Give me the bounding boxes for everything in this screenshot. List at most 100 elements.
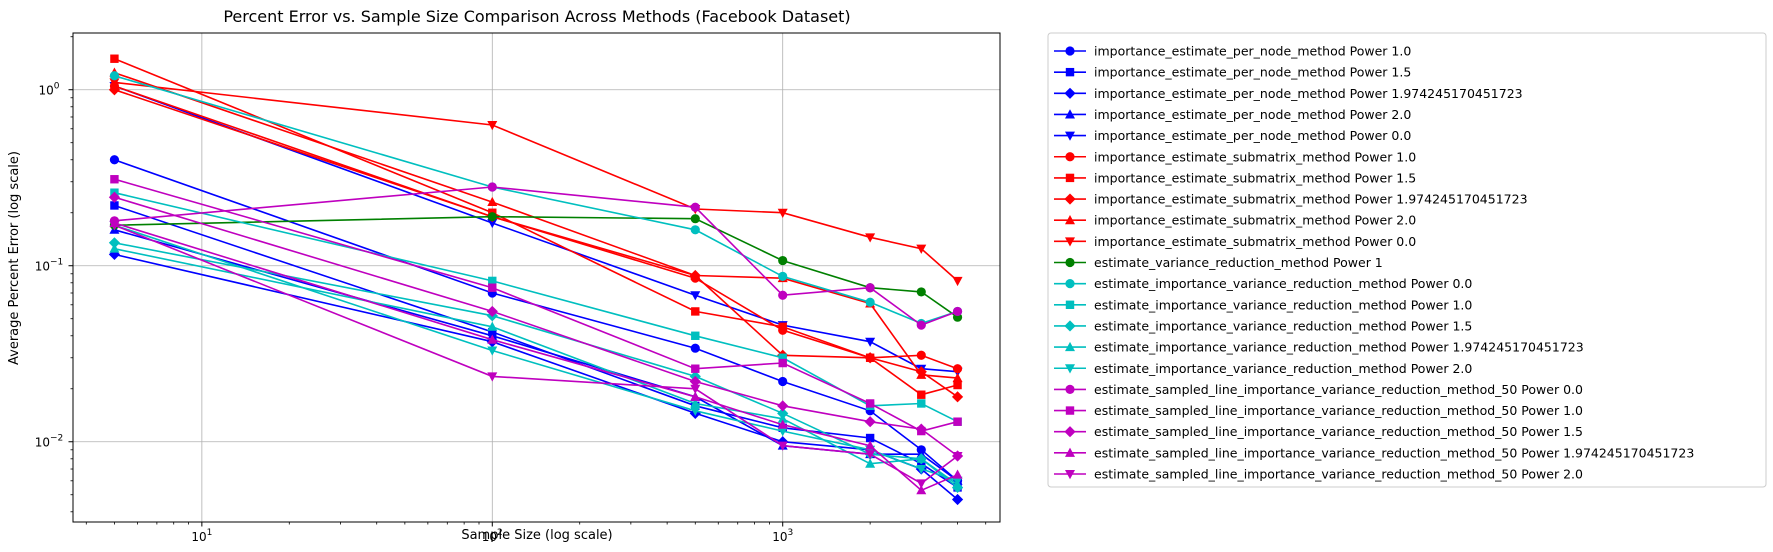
data-point xyxy=(865,458,876,468)
data-point xyxy=(952,476,963,486)
plot-area: 101 102 103 10−2 10−1 100 xyxy=(35,32,1001,544)
data-point xyxy=(865,440,876,450)
data-point xyxy=(110,201,119,210)
data-point xyxy=(865,297,875,307)
data-point xyxy=(487,182,497,192)
legend-marker xyxy=(1065,173,1075,183)
data-point xyxy=(488,283,497,292)
data-point xyxy=(777,407,789,419)
data-point xyxy=(109,78,120,88)
data-point xyxy=(916,479,927,489)
y-tick-label: 10−1 xyxy=(35,258,64,274)
legend-marker xyxy=(1065,300,1075,309)
legend-label: estimate_importance_variance_reduction_m… xyxy=(1094,297,1472,312)
data-point xyxy=(952,364,963,374)
data-point xyxy=(865,337,876,347)
data-point xyxy=(916,244,927,254)
data-point xyxy=(778,353,787,362)
legend-marker xyxy=(1065,237,1075,247)
data-point xyxy=(916,320,926,330)
data-point xyxy=(778,376,788,387)
legend-marker xyxy=(1065,109,1075,119)
legend-label: importance_estimate_submatrix_method Pow… xyxy=(1094,149,1416,164)
data-point xyxy=(864,416,876,428)
series-line-10 xyxy=(114,81,959,282)
data-point xyxy=(488,276,497,286)
data-point xyxy=(109,155,120,165)
data-point xyxy=(689,375,701,388)
legend-label: estimate_importance_variance_reduction_m… xyxy=(1094,276,1472,291)
data-point xyxy=(951,391,964,403)
series-line-21 xyxy=(114,224,959,485)
legend-marker xyxy=(1065,470,1075,480)
data-point xyxy=(777,427,788,437)
data-point xyxy=(109,221,120,231)
data-point xyxy=(690,398,701,408)
legend-label: importance_estimate_submatrix_method Pow… xyxy=(1094,192,1528,207)
data-point xyxy=(777,400,789,412)
legend-marker xyxy=(1065,406,1075,415)
series-line-19 xyxy=(114,196,959,457)
y-axis-label: Average Percent Error (log scale) xyxy=(7,151,22,365)
data-point xyxy=(778,255,788,266)
data-point xyxy=(690,270,701,280)
data-point xyxy=(690,291,701,301)
data-point xyxy=(691,331,700,340)
data-point xyxy=(865,433,875,443)
legend-frame xyxy=(1047,32,1767,488)
data-point xyxy=(109,243,120,253)
data-point xyxy=(487,334,498,344)
data-point xyxy=(690,391,701,401)
data-point xyxy=(916,287,926,297)
legend: importance_estimate_per_node_method Powe… xyxy=(1047,32,1767,488)
legend-marker xyxy=(1065,215,1075,225)
x-tick-label: 102 xyxy=(482,528,503,544)
x-axis-label: Sample Size (log scale) xyxy=(461,528,612,543)
legend-marker xyxy=(1064,320,1076,332)
data-point xyxy=(487,218,498,229)
data-point xyxy=(952,306,963,317)
data-point xyxy=(690,202,700,212)
plot-frame xyxy=(72,32,1001,523)
legend-label: estimate_sampled_line_importance_varianc… xyxy=(1094,445,1694,460)
data-point xyxy=(690,384,701,394)
legend-label: estimate_sampled_line_importance_varianc… xyxy=(1094,403,1583,418)
data-point xyxy=(110,54,119,63)
data-point xyxy=(487,346,498,356)
data-point xyxy=(917,399,926,408)
series-line-2 xyxy=(114,204,959,489)
data-point xyxy=(952,451,963,462)
data-point xyxy=(691,364,700,373)
series-line-16 xyxy=(114,224,958,482)
legend-label: estimate_sampled_line_importance_varianc… xyxy=(1094,382,1583,397)
data-point xyxy=(108,237,121,249)
data-point xyxy=(952,276,963,287)
data-point xyxy=(108,191,121,203)
data-point xyxy=(487,372,498,382)
legend-marker xyxy=(1065,67,1075,77)
x-tick-label: 101 xyxy=(191,528,212,544)
data-point xyxy=(777,419,788,429)
data-point xyxy=(916,485,927,495)
chart-title: Percent Error vs. Sample Size Comparison… xyxy=(223,7,850,26)
legend-marker xyxy=(1064,426,1076,438)
data-point xyxy=(952,372,963,383)
legend-label: estimate_variance_reduction_method Power… xyxy=(1094,255,1383,270)
legend-marker xyxy=(1065,447,1075,457)
legend-label: estimate_sampled_line_importance_varianc… xyxy=(1094,467,1583,482)
data-point xyxy=(487,321,498,331)
data-point xyxy=(916,369,927,379)
data-point xyxy=(690,343,700,353)
data-point xyxy=(865,450,876,460)
data-point xyxy=(778,271,788,281)
data-point xyxy=(952,469,963,479)
legend-label: importance_estimate_per_node_method Powe… xyxy=(1094,128,1411,143)
data-point xyxy=(690,225,700,235)
data-point xyxy=(778,358,787,368)
series-line-12 xyxy=(114,75,958,325)
legend-marker xyxy=(1065,279,1075,289)
data-point xyxy=(915,423,927,435)
data-point xyxy=(953,380,962,390)
legend-marker xyxy=(1065,341,1075,352)
